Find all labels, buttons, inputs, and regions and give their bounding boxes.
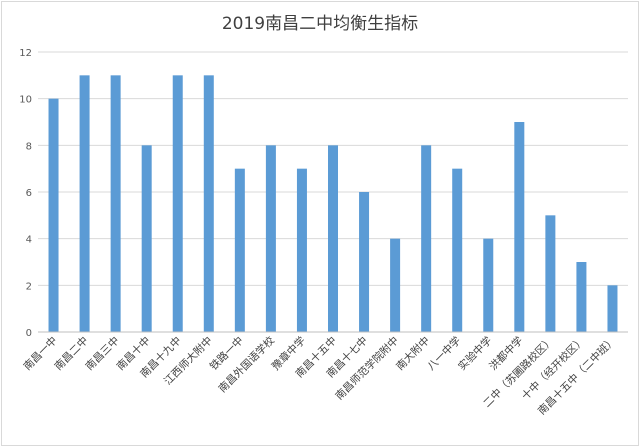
bar-3 <box>141 145 152 332</box>
bar-18 <box>607 285 618 332</box>
y-tick-label: 4 <box>26 235 32 246</box>
bar-1 <box>79 75 90 332</box>
bar-8 <box>296 168 307 332</box>
y-tick-label: 6 <box>26 188 32 199</box>
bar-10 <box>359 192 370 332</box>
bars <box>48 75 618 333</box>
bar-4 <box>172 75 183 332</box>
y-axis-ticks: 0 2 4 6 8 10 12 <box>19 48 32 339</box>
bar-2 <box>110 75 121 332</box>
chart-title: 2019南昌二中均衡生指标 <box>221 14 419 34</box>
bar-12 <box>421 145 432 332</box>
bar-17 <box>576 262 587 332</box>
bar-11 <box>390 238 401 332</box>
x-tick-label: 南昌外国语学校 <box>216 334 278 396</box>
bar-13 <box>452 168 463 332</box>
y-tick-label: 12 <box>19 48 32 59</box>
bar-0 <box>48 98 59 333</box>
y-tick-label: 8 <box>26 141 32 152</box>
bar-6 <box>234 168 245 332</box>
y-tick-label: 2 <box>26 281 32 292</box>
bar-16 <box>545 215 556 332</box>
y-tick-label: 0 <box>26 328 32 339</box>
bar-14 <box>483 238 494 332</box>
y-tick-label: 10 <box>19 95 32 106</box>
bar-5 <box>203 75 214 332</box>
bar-7 <box>265 145 276 332</box>
x-axis-labels: 南昌一中南昌二中南昌三中南昌十中南昌十九中江西师大附中铁路一中南昌外国语学校豫章… <box>21 334 619 418</box>
bar-9 <box>328 145 338 332</box>
bar-15 <box>514 122 525 332</box>
